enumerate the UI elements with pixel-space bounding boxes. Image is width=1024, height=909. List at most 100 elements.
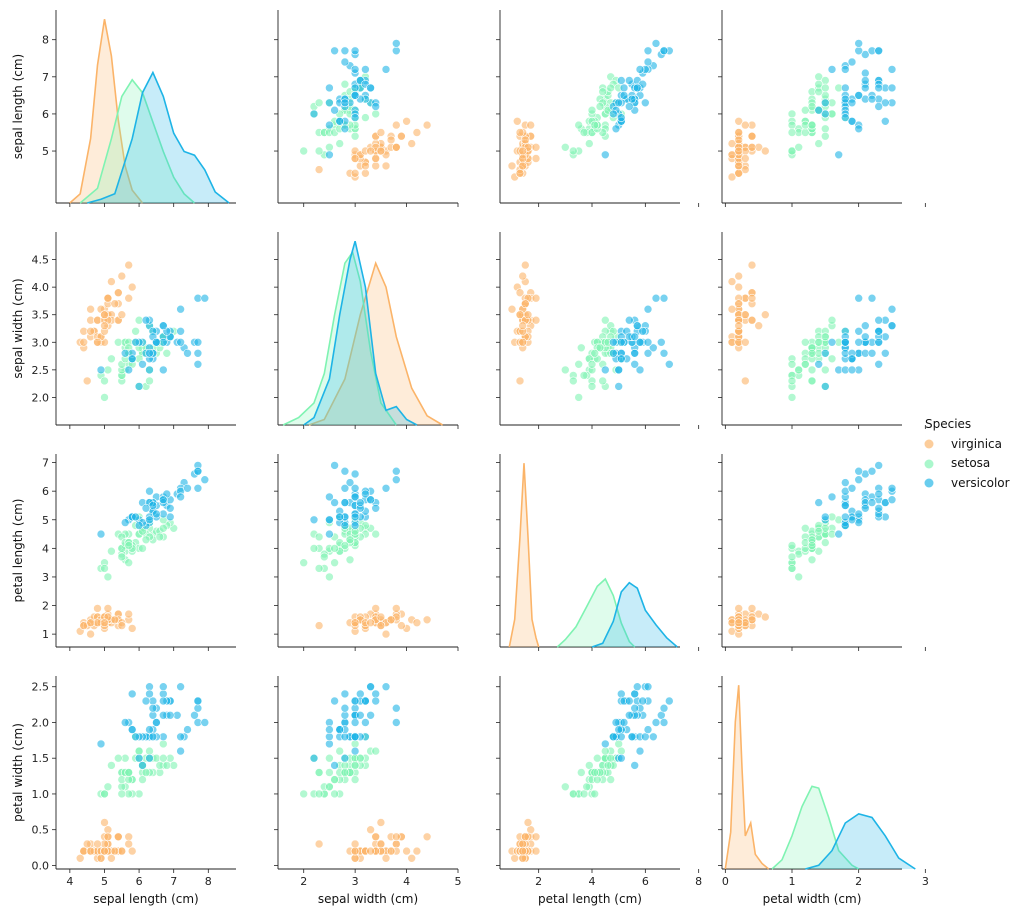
- data-point-virginica: [391, 143, 401, 152]
- data-point-virginica: [734, 604, 744, 613]
- data-point-virginica: [515, 376, 525, 386]
- data-point-virginica: [412, 846, 422, 856]
- data-point-virginica: [103, 832, 113, 842]
- data-point-versicolor: [600, 365, 610, 375]
- data-point-virginica: [747, 131, 757, 141]
- data-point-virginica: [75, 853, 85, 863]
- data-point-setosa: [820, 332, 830, 342]
- data-point-virginica: [366, 825, 375, 835]
- data-point-setosa: [330, 775, 339, 784]
- panel-petal-width-vs-petal-length: 2 4 6 8 petal length (cm): [496, 676, 702, 906]
- data-point-virginica: [86, 618, 95, 628]
- panel-sepal-width-vs-sepal-width: [274, 232, 459, 429]
- data-point-versicolor: [847, 57, 857, 67]
- data-point-virginica: [734, 128, 744, 137]
- data-point-setosa: [124, 541, 133, 550]
- data-point-versicolor: [183, 483, 192, 493]
- data-point-virginica: [520, 832, 530, 842]
- data-point-virginica: [350, 169, 360, 178]
- data-point-virginica: [350, 839, 360, 849]
- data-point-virginica: [314, 165, 324, 174]
- data-point-versicolor: [854, 293, 864, 303]
- data-point-virginica: [376, 128, 386, 137]
- data-point-versicolor: [827, 492, 837, 502]
- data-point-setosa: [574, 120, 584, 130]
- data-point-setosa: [814, 79, 824, 89]
- data-point-versicolor: [350, 492, 360, 502]
- y-tick-label: 2.5: [32, 681, 50, 694]
- data-point-virginica: [402, 117, 411, 126]
- kde-line-versicolor: [805, 813, 916, 870]
- data-point-versicolor: [350, 469, 360, 479]
- data-point-versicolor: [361, 696, 370, 706]
- x-tick-label: 4: [589, 875, 596, 888]
- x-tick-label: 2: [300, 875, 307, 888]
- data-point-versicolor: [643, 348, 653, 358]
- data-point-setosa: [800, 359, 810, 369]
- y-tick-label: 5: [42, 145, 49, 158]
- data-point-versicolor: [127, 354, 137, 364]
- data-point-versicolor: [325, 492, 334, 502]
- data-point-virginica: [366, 846, 375, 856]
- data-point-setosa: [107, 546, 116, 556]
- data-point-setosa: [787, 146, 797, 156]
- data-point-virginica: [100, 310, 109, 320]
- data-point-setosa: [107, 761, 116, 770]
- data-point-versicolor: [860, 50, 870, 59]
- data-point-virginica: [93, 604, 102, 613]
- data-point-versicolor: [840, 521, 850, 530]
- data-point-versicolor: [335, 512, 345, 522]
- data-point-setosa: [807, 102, 817, 111]
- data-point-versicolor: [366, 83, 375, 93]
- data-point-virginica: [531, 846, 541, 856]
- data-point-virginica: [117, 310, 127, 320]
- data-point-virginica: [531, 154, 541, 163]
- data-point-versicolor: [840, 113, 850, 122]
- data-point-setosa: [325, 572, 334, 582]
- data-point-versicolor: [608, 109, 618, 119]
- data-point-versicolor: [96, 529, 106, 539]
- data-point-setosa: [325, 768, 334, 777]
- data-point-versicolor: [371, 503, 381, 513]
- data-point-versicolor: [630, 332, 640, 342]
- data-point-versicolor: [183, 348, 192, 358]
- data-point-virginica: [127, 282, 137, 292]
- data-point-setosa: [787, 376, 797, 386]
- data-point-versicolor: [814, 359, 824, 369]
- data-point-virginica: [422, 120, 432, 130]
- data-point-setosa: [827, 354, 837, 364]
- data-point-versicolor: [847, 365, 857, 375]
- data-point-versicolor: [391, 466, 401, 476]
- data-point-versicolor: [630, 348, 640, 358]
- data-point-versicolor: [600, 739, 610, 749]
- data-point-setosa: [807, 365, 817, 375]
- data-point-versicolor: [627, 732, 637, 742]
- data-point-versicolor: [880, 348, 890, 358]
- data-point-virginica: [124, 839, 133, 849]
- data-point-versicolor: [619, 718, 629, 727]
- data-point-versicolor: [834, 529, 844, 539]
- legend-label-versicolor: versicolor: [951, 476, 1010, 490]
- data-point-virginica: [740, 165, 750, 174]
- data-point-versicolor: [659, 718, 669, 727]
- data-point-virginica: [523, 310, 533, 320]
- data-point-versicolor: [624, 315, 634, 325]
- pairplot-grid: 5 6 7 8 sepal length (cm) 2.0 2.5 3.0 3.5 4.0 4.5 s…: [11, 10, 929, 906]
- data-point-setosa: [117, 789, 127, 799]
- data-point-versicolor: [391, 46, 401, 56]
- data-point-virginica: [518, 146, 528, 156]
- data-point-versicolor: [325, 515, 334, 525]
- data-point-setosa: [787, 393, 797, 402]
- data-point-versicolor: [340, 703, 350, 713]
- data-point-versicolor: [309, 753, 319, 763]
- data-point-setosa: [124, 558, 133, 568]
- data-point-setosa: [820, 131, 830, 141]
- data-point-versicolor: [651, 718, 661, 727]
- y-axis-label: sepal length (cm): [11, 54, 25, 159]
- data-point-virginica: [381, 629, 391, 639]
- data-point-virginica: [376, 839, 386, 849]
- kde-area-setosa: [772, 786, 859, 869]
- data-point-versicolor: [619, 91, 629, 100]
- data-point-versicolor: [355, 498, 365, 507]
- data-point-versicolor: [648, 732, 658, 742]
